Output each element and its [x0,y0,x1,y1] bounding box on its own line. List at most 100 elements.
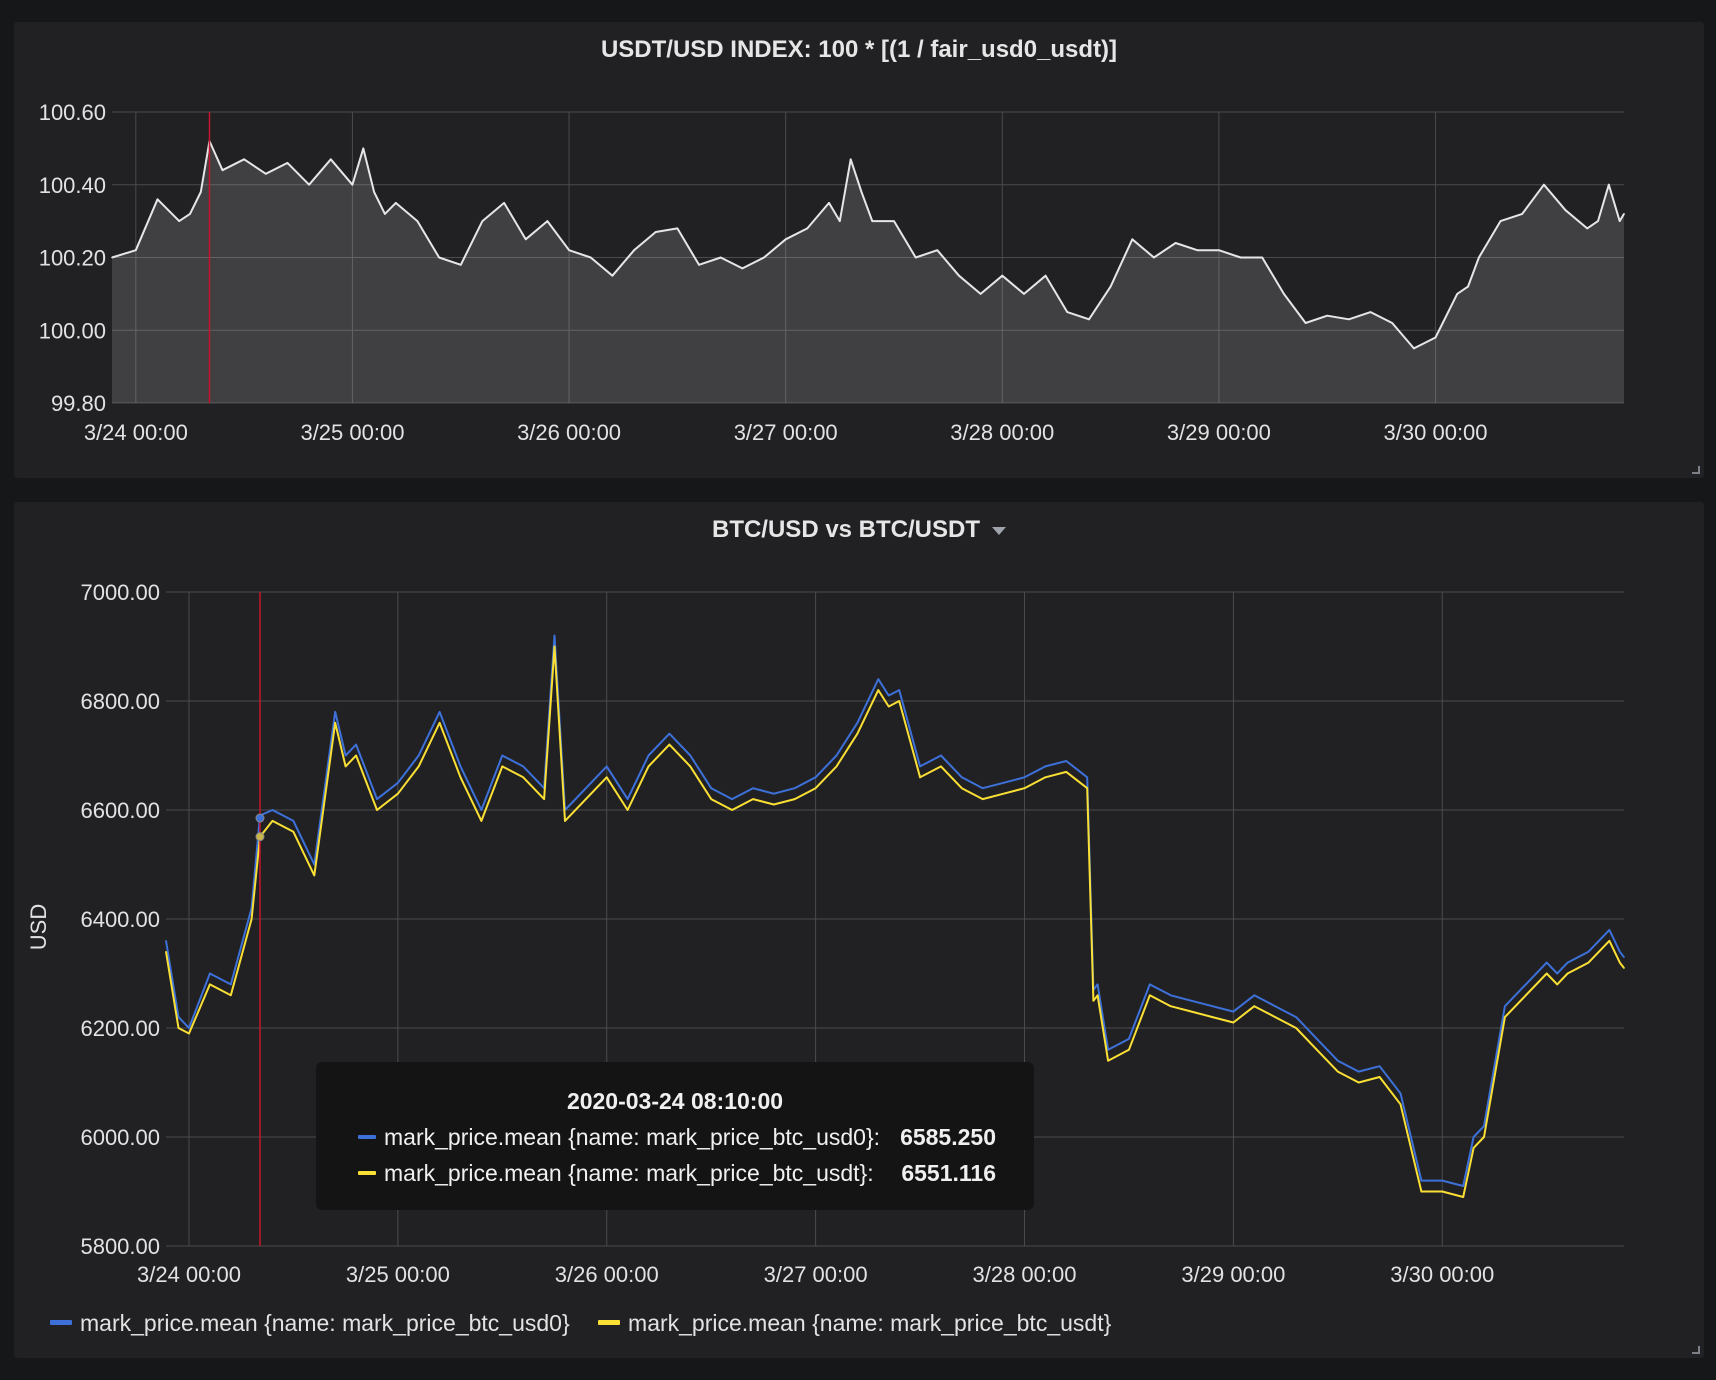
data-point [773,792,775,795]
data-point [1316,1049,1318,1051]
data-point [156,198,159,201]
data-point [668,743,671,746]
data-point [1002,792,1005,795]
y-tick-label: 100.20 [39,246,106,271]
x-tick-label: 3/30 00:00 [1384,420,1488,445]
data-point [229,983,232,986]
data-point [1357,1070,1360,1073]
hover-point-usd0 [255,813,265,823]
data-point [480,820,483,822]
data-point [394,202,397,204]
data-point [1153,256,1155,259]
data-point [1499,220,1502,222]
y-tick-label: 99.80 [51,391,106,416]
data-point [1441,1179,1444,1182]
data-point [752,787,754,789]
panel-title-usdt-index[interactable]: USDT/USD INDEX: 100 * [(1 / fair_usd0_us… [600,36,1118,63]
data-point [784,238,787,241]
data-point [522,765,524,768]
data-point [1525,994,1527,997]
data-point [200,191,202,193]
data-point [981,798,984,800]
y-tick-label: 5800.00 [80,1234,160,1259]
data-point [1169,994,1172,997]
data-point [1211,1005,1214,1007]
data-point [1608,929,1611,931]
data-point [877,689,880,691]
data-point [178,220,180,222]
data-point [1420,1190,1423,1193]
data-point [568,249,570,252]
data-point [1357,1081,1360,1084]
series-line-usdt-index [111,140,1625,350]
data-point [914,256,917,259]
data-point [1462,1196,1464,1198]
legend-item-usd0[interactable]: mark_price.mean {name: mark_price_btc_us… [50,1310,570,1337]
resize-handle-icon[interactable] [1692,466,1700,474]
data-point [501,765,504,768]
data-point [1348,318,1350,321]
data-point [459,765,462,768]
data-point [710,787,712,789]
data-point [1618,220,1621,222]
data-point [1566,972,1569,975]
data-point [1456,293,1459,295]
data-point [1623,213,1625,215]
data-point [1413,347,1415,350]
x-tick-label: 3/27 00:00 [734,420,838,445]
data-point [839,220,841,222]
y-axis-label: USD [26,904,51,950]
data-point [1088,318,1090,321]
data-point [1065,760,1068,762]
data-point [1441,1190,1444,1193]
data-point [887,705,890,708]
x-tick-label: 3/28 00:00 [950,420,1054,445]
data-point [1472,1147,1475,1149]
data-point [1295,1027,1297,1029]
data-point [264,173,267,175]
data-point [605,765,608,768]
data-point [1467,285,1469,288]
data-point [1190,1010,1193,1013]
data-point [177,1027,180,1029]
data-point [689,765,692,768]
data-point [1096,994,1099,997]
x-tick-label: 3/29 00:00 [1167,420,1271,445]
data-point [165,950,167,953]
data-point [1128,1049,1130,1051]
data-point [689,754,692,757]
y-tick-label: 6400.00 [80,907,160,932]
data-point [589,256,592,259]
resize-handle-icon[interactable] [1692,1346,1700,1354]
data-point [188,1032,190,1035]
data-point [1545,972,1548,975]
data-point [1023,293,1025,295]
data-point [355,743,357,746]
data-point [1295,1016,1297,1018]
y-tick-label: 6600.00 [80,798,160,823]
data-point [397,781,399,784]
chevron-down-icon[interactable] [992,526,1007,535]
data-point [793,798,796,800]
data-point [940,754,942,757]
data-point [417,765,420,768]
data-point [1337,1059,1339,1062]
data-point [1190,999,1193,1002]
data-point [189,213,191,215]
data-point [1326,314,1329,317]
panel-title-btc[interactable]: BTC/USD vs BTC/USDT [14,516,1704,544]
data-point [1196,249,1199,252]
data-point [522,776,524,779]
data-point [585,787,587,789]
data-point [1066,311,1069,313]
data-point [271,809,274,811]
data-point [1304,322,1307,324]
x-tick-label: 3/28 00:00 [973,1262,1077,1287]
data-point [856,722,859,724]
legend-item-usdt[interactable]: mark_price.mean {name: mark_price_btc_us… [598,1310,1111,1337]
data-point [887,694,890,697]
data-point [1462,1185,1464,1187]
data-point [1391,322,1394,324]
data-point [1556,983,1558,986]
